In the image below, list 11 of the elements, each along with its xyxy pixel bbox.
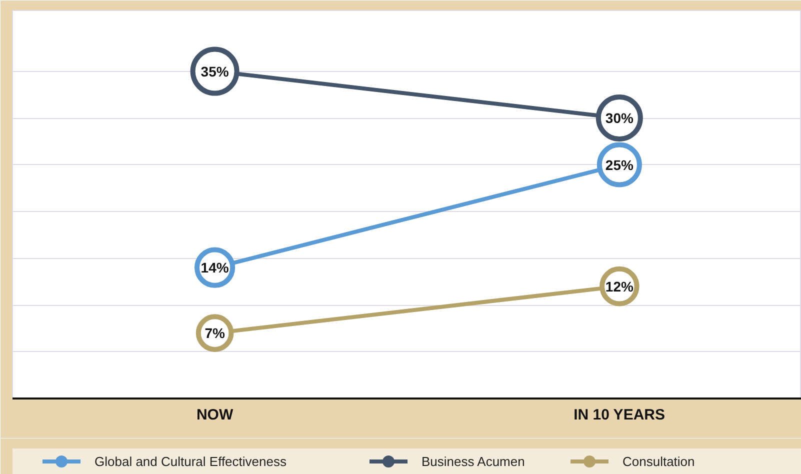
legend-label: Global and Cultural Effectiveness	[94, 454, 287, 469]
data-label: 35%	[200, 63, 230, 80]
data-label: 14%	[200, 260, 230, 276]
legend-label: Business Acumen	[422, 454, 525, 469]
data-label: 7%	[204, 325, 226, 342]
data-label: 12%	[605, 278, 634, 294]
data-label: 30%	[605, 110, 634, 126]
x-tick-label: NOW	[196, 406, 234, 424]
legend-label: Consultation	[622, 454, 695, 469]
x-tick-label: IN 10 YEARS	[574, 406, 666, 424]
data-label: 25%	[605, 156, 634, 173]
